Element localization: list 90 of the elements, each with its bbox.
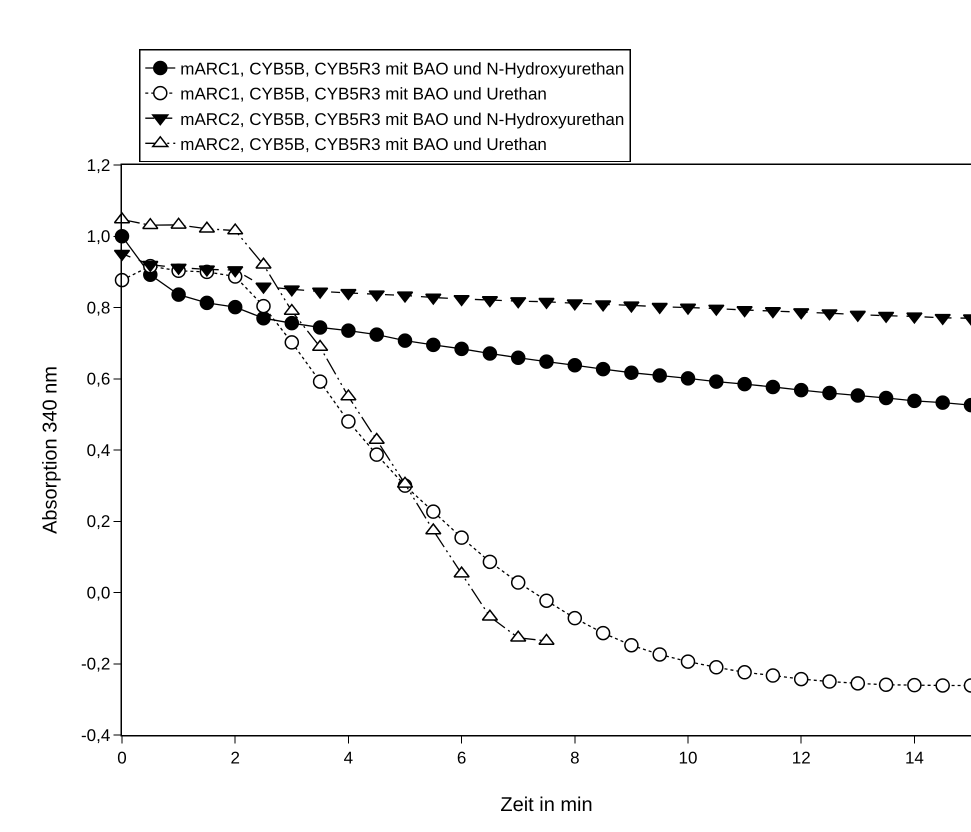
point bbox=[510, 575, 526, 590]
point bbox=[284, 285, 300, 297]
x-tick-label: 6 bbox=[456, 748, 466, 768]
point bbox=[652, 647, 667, 662]
point bbox=[596, 626, 610, 640]
point bbox=[200, 296, 214, 310]
point bbox=[482, 346, 498, 361]
point bbox=[482, 554, 498, 570]
point bbox=[369, 447, 384, 462]
legend-label: mARC2, CYB5B, CYB5R3 mit BAO und N-Hydroxyurethan bbox=[180, 110, 624, 129]
y-tick-label: -0,2 bbox=[81, 654, 110, 674]
point bbox=[822, 386, 837, 400]
point bbox=[624, 365, 639, 380]
point bbox=[652, 368, 667, 383]
point bbox=[737, 665, 752, 680]
x-tick-label: 2 bbox=[230, 748, 240, 768]
point bbox=[255, 282, 272, 294]
y-tick-label: 0,8 bbox=[86, 298, 110, 318]
point bbox=[256, 298, 271, 314]
legend-label: mARC1, CYB5B, CYB5R3 mit BAO und Urethan bbox=[180, 84, 547, 104]
point bbox=[709, 660, 724, 675]
point bbox=[850, 388, 866, 403]
point bbox=[538, 298, 555, 310]
point bbox=[454, 342, 469, 356]
y-tick-label: 0,6 bbox=[86, 370, 110, 389]
point bbox=[256, 310, 271, 326]
point bbox=[737, 376, 752, 392]
point bbox=[709, 374, 724, 389]
point bbox=[340, 288, 357, 300]
point bbox=[368, 290, 385, 302]
x-tick-label: 12 bbox=[792, 748, 811, 768]
point bbox=[539, 593, 554, 608]
point bbox=[284, 316, 300, 330]
y-tick-label: 1,0 bbox=[86, 227, 110, 246]
point bbox=[568, 358, 582, 372]
point bbox=[651, 302, 668, 314]
point bbox=[680, 654, 696, 669]
point bbox=[736, 306, 753, 318]
point bbox=[878, 678, 894, 692]
x-tick-label: 8 bbox=[570, 748, 580, 768]
point bbox=[539, 354, 554, 369]
point bbox=[623, 301, 640, 313]
point bbox=[680, 371, 696, 386]
point bbox=[312, 374, 328, 389]
y-tick-label: 0,2 bbox=[86, 512, 110, 532]
point bbox=[906, 312, 923, 324]
x-tick-label: 10 bbox=[678, 748, 698, 768]
point bbox=[369, 327, 384, 342]
point bbox=[624, 638, 639, 652]
point bbox=[453, 294, 470, 306]
point bbox=[766, 380, 780, 394]
point bbox=[398, 333, 412, 348]
point bbox=[284, 335, 300, 350]
y-tick-label: 1,2 bbox=[86, 156, 110, 175]
point bbox=[594, 300, 612, 312]
point bbox=[510, 350, 526, 365]
point bbox=[426, 504, 441, 519]
x-tick-label: 4 bbox=[344, 748, 354, 768]
y-tick-label: 0,4 bbox=[86, 440, 110, 460]
point bbox=[794, 382, 808, 398]
point bbox=[426, 338, 441, 352]
point bbox=[794, 672, 808, 686]
x-tick-label: 0 bbox=[117, 748, 127, 768]
point bbox=[312, 287, 328, 299]
x-tick-label: 14 bbox=[904, 748, 924, 768]
point bbox=[878, 390, 894, 406]
point bbox=[850, 676, 866, 691]
point bbox=[935, 395, 950, 410]
point bbox=[934, 314, 951, 326]
point bbox=[907, 394, 922, 408]
y-axis-title: Absorption 340 nm bbox=[40, 366, 62, 534]
point bbox=[454, 530, 469, 545]
x-axis-title: Zeit in min bbox=[500, 794, 593, 816]
point bbox=[596, 362, 610, 376]
legend-label: mARC1, CYB5B, CYB5R3 mit BAO und N-Hydroxyurethan bbox=[180, 60, 624, 79]
point bbox=[228, 300, 242, 314]
point bbox=[766, 668, 780, 683]
point bbox=[907, 678, 922, 692]
point bbox=[171, 287, 186, 302]
point bbox=[822, 674, 837, 689]
point bbox=[568, 610, 582, 626]
point bbox=[341, 414, 356, 429]
point bbox=[198, 265, 216, 277]
point bbox=[312, 320, 328, 335]
point bbox=[396, 291, 414, 303]
point bbox=[341, 323, 356, 338]
y-tick-label: -0,4 bbox=[81, 726, 110, 745]
y-tick-label: 0,0 bbox=[86, 583, 110, 602]
legend-label: mARC2, CYB5B, CYB5R3 mit BAO und Urethan bbox=[180, 134, 547, 154]
point bbox=[935, 678, 950, 693]
